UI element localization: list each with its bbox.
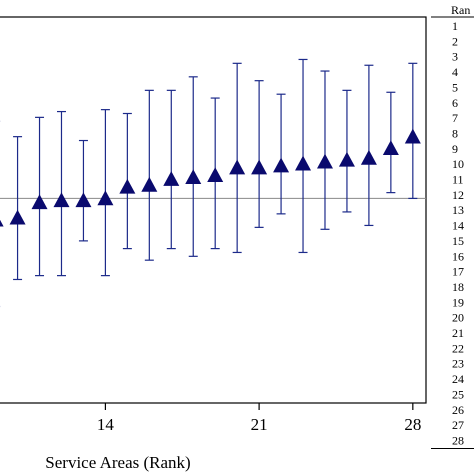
triangle-marker-26 [360, 149, 377, 165]
triangle-marker-15 [119, 178, 136, 194]
data-point-11 [31, 116, 48, 277]
data-point-13 [75, 139, 92, 242]
data-point-28 [404, 62, 421, 200]
triangle-marker-28 [404, 128, 421, 144]
data-point-23 [295, 58, 312, 254]
rank-table-value: 5 [452, 80, 458, 94]
x-tick-label-28: 28 [404, 415, 421, 434]
data-point-14 [97, 109, 114, 277]
data-point-24 [316, 70, 333, 230]
rank-table-value: 16 [452, 249, 464, 263]
data-point-25 [338, 89, 355, 213]
data-point-26 [360, 64, 377, 227]
triangle-marker-12 [53, 192, 70, 208]
rank-table-value: 3 [452, 50, 458, 64]
rank-table-value: 28 [452, 433, 464, 447]
data-point-20 [229, 62, 246, 254]
rank-table-value: 10 [452, 157, 464, 171]
triangle-marker-11 [31, 194, 48, 210]
triangle-marker-23 [295, 155, 312, 171]
triangle-marker-27 [382, 140, 399, 156]
x-axis-title: Service Areas (Rank) [45, 453, 190, 472]
triangle-marker-10 [9, 209, 26, 225]
rank-table-header: Ran [451, 3, 470, 17]
rank-table-value: 20 [452, 311, 464, 325]
rank-table-value: 19 [452, 295, 464, 309]
triangle-marker-9 [0, 219, 4, 227]
data-point-21 [251, 80, 268, 228]
triangle-marker-16 [141, 176, 158, 192]
data-point-19 [207, 97, 224, 250]
plot-frame [0, 16, 427, 404]
rank-table: Ran1234567891011121314151617181920212223… [431, 3, 474, 449]
rank-table-value: 11 [452, 173, 464, 187]
triangle-marker-24 [316, 153, 333, 169]
triangle-marker-21 [251, 159, 268, 175]
plot-area [0, 16, 427, 404]
rank-table-value: 1 [452, 19, 458, 33]
data-point-16 [141, 89, 158, 261]
triangle-marker-14 [97, 190, 114, 206]
rank-table-value: 8 [452, 126, 458, 140]
data-point-15 [119, 112, 136, 250]
rank-table-value: 27 [452, 418, 464, 432]
rank-table-value: 23 [452, 357, 464, 371]
rank-table-value: 9 [452, 142, 458, 156]
rank-table-value: 25 [452, 387, 464, 401]
x-tick-label-21: 21 [251, 415, 268, 434]
rank-table-value: 12 [452, 188, 464, 202]
rank-table-value: 22 [452, 341, 464, 355]
triangle-marker-13 [75, 192, 92, 208]
data-point-9 [0, 120, 4, 308]
rank-table-value: 2 [452, 34, 458, 48]
x-tick-label-14: 14 [97, 415, 115, 434]
triangle-marker-25 [338, 151, 355, 167]
data-point-17 [163, 89, 180, 250]
data-point-12 [53, 110, 70, 277]
rank-table-value: 4 [452, 65, 458, 79]
rank-table-value: 24 [452, 372, 464, 386]
rank-table-value: 6 [452, 96, 458, 110]
triangle-marker-18 [185, 169, 202, 184]
rank-table-value: 18 [452, 280, 464, 294]
x-axis: 14 21 28 [97, 403, 421, 434]
rank-table-value: 21 [452, 326, 464, 340]
triangle-marker-20 [229, 159, 246, 175]
data-point-18 [185, 76, 202, 257]
rank-table-value: 17 [452, 265, 464, 279]
data-point-22 [273, 93, 290, 215]
triangle-marker-22 [273, 157, 290, 173]
rank-table-value: 7 [452, 111, 458, 125]
triangle-marker-17 [163, 171, 180, 186]
rank-table-value: 26 [452, 403, 464, 417]
rank-table-value: 13 [452, 203, 464, 217]
rank-table-value: 15 [452, 234, 464, 248]
data-point-10 [9, 136, 26, 281]
data-point-27 [382, 91, 399, 194]
triangle-marker-19 [207, 167, 224, 183]
rank-table-value: 14 [452, 219, 464, 233]
